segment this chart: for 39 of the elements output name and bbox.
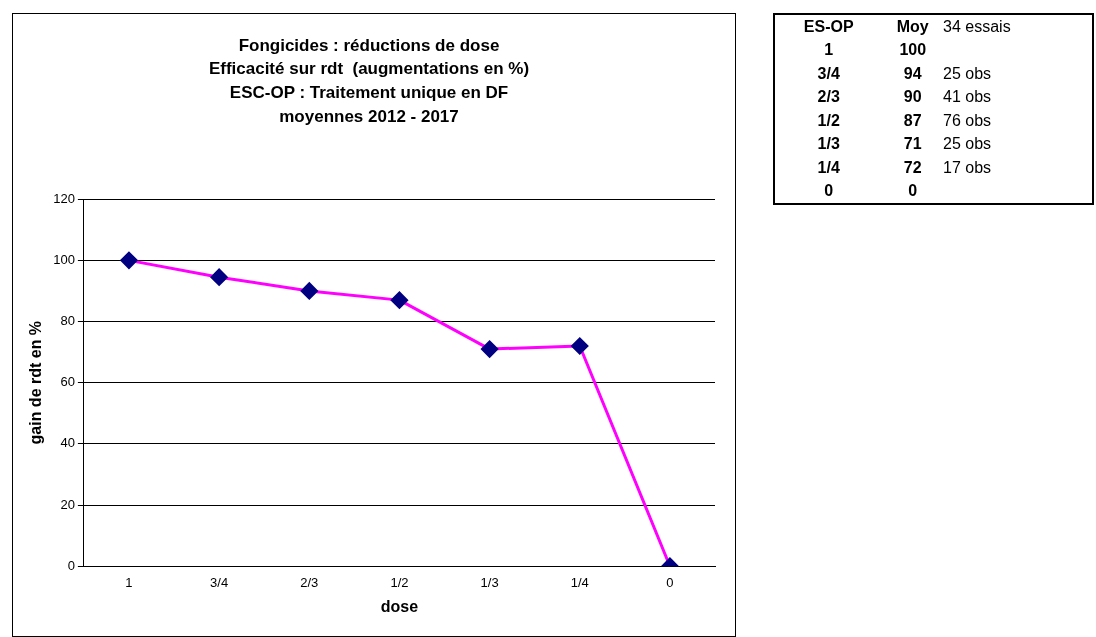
text: 76 obs (943, 110, 993, 131)
x-axis-title: dose (380, 597, 419, 615)
text: 17 obs (943, 157, 993, 178)
chart-title: Fongicides : réductions de dose Efficacité sur rdt (augmentations en %) ESC-OP : Traitement unique en DF moyennes 2012 - 2017 (208, 35, 530, 126)
y-tick-label: 0 (67, 557, 75, 573)
x-tick-label: 0 (666, 574, 674, 590)
text: 90 (902, 87, 923, 108)
x-tick-label: 2/3 (300, 574, 319, 590)
text: 34 essais (943, 16, 1012, 37)
category-label: 1/3 (816, 134, 841, 155)
category-label: 2/3 (816, 87, 841, 108)
y-tick-label: 80 (60, 313, 75, 329)
text: 25 obs (943, 134, 993, 155)
y-tick-label: 120 (53, 190, 75, 206)
x-tick-label: 1/3 (480, 574, 499, 590)
category-label: 1 (823, 40, 835, 61)
text: 41 obs (943, 87, 993, 108)
y-tick-label: 40 (60, 435, 75, 451)
category-label: 1/2 (816, 110, 841, 131)
text: ES-OP (802, 16, 855, 37)
category-label: 0 (907, 181, 919, 202)
text: 0 (823, 181, 835, 202)
y-tick-label: 60 (60, 374, 75, 390)
x-tick-label: 3/4 (210, 574, 229, 590)
x-tick-label: 1/4 (570, 574, 589, 590)
text: 100 (898, 40, 928, 61)
text: 25 obs (943, 63, 993, 84)
y-axis-title: gain de rdt en % (27, 320, 45, 445)
text: 94 (902, 63, 923, 84)
text: 72 (902, 157, 923, 178)
x-tick-label: 1/2 (390, 574, 409, 590)
text: 87 (902, 110, 923, 131)
y-tick-label: 100 (53, 251, 75, 267)
x-tick-label: 1 (125, 574, 133, 590)
y-tick-label: 20 (60, 496, 75, 512)
category-label: 3/4 (816, 63, 841, 84)
category-label: 1/4 (816, 157, 841, 178)
text: Moy (895, 16, 930, 37)
text: 71 (902, 134, 923, 155)
